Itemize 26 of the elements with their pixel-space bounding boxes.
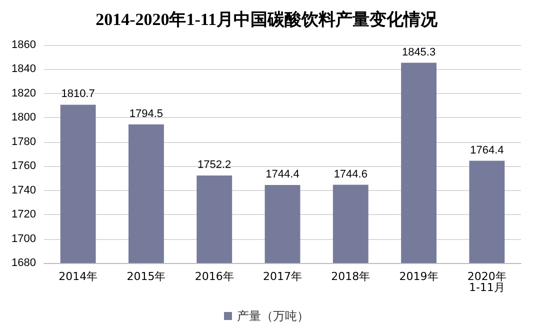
x-tick-label: 2017年 xyxy=(263,270,302,283)
x-tick-label: 2016年 xyxy=(194,270,234,283)
data-label: 1752.2 xyxy=(198,159,232,172)
x-tick-label: 2019年 xyxy=(399,270,438,283)
y-tick-label: 1800 xyxy=(12,112,36,124)
x-tick-label: 2015年 xyxy=(126,270,166,283)
y-tick-label: 1700 xyxy=(12,232,36,245)
y-tick-label: 1740 xyxy=(12,184,36,196)
y-tick-label: 1840 xyxy=(12,63,36,76)
y-tick-label: 1780 xyxy=(12,136,36,148)
legend-label: 产量（万吨） xyxy=(237,309,309,323)
y-tick-label: 1860 xyxy=(12,39,36,51)
y-tick-label: 1720 xyxy=(12,208,36,221)
y-tick-label: 1820 xyxy=(12,87,36,100)
x-tick-label: 2020年1-11月 xyxy=(467,270,506,294)
data-label: 1794.5 xyxy=(129,108,164,120)
y-tick-label: 1680 xyxy=(12,257,36,269)
data-label: 1744.6 xyxy=(334,168,368,180)
chart-title: 2014-2020年1-11月中国碳酸饮料产量变化情况 xyxy=(96,10,438,29)
data-label: 1744.4 xyxy=(266,168,300,181)
y-tick-label: 1760 xyxy=(12,160,36,172)
data-label: 1810.7 xyxy=(61,88,95,100)
x-tick-label: 2018年 xyxy=(331,270,370,283)
data-label: 1845.3 xyxy=(402,46,436,58)
x-tick-label: 2014年 xyxy=(58,270,98,283)
data-label: 1764.4 xyxy=(470,144,504,156)
